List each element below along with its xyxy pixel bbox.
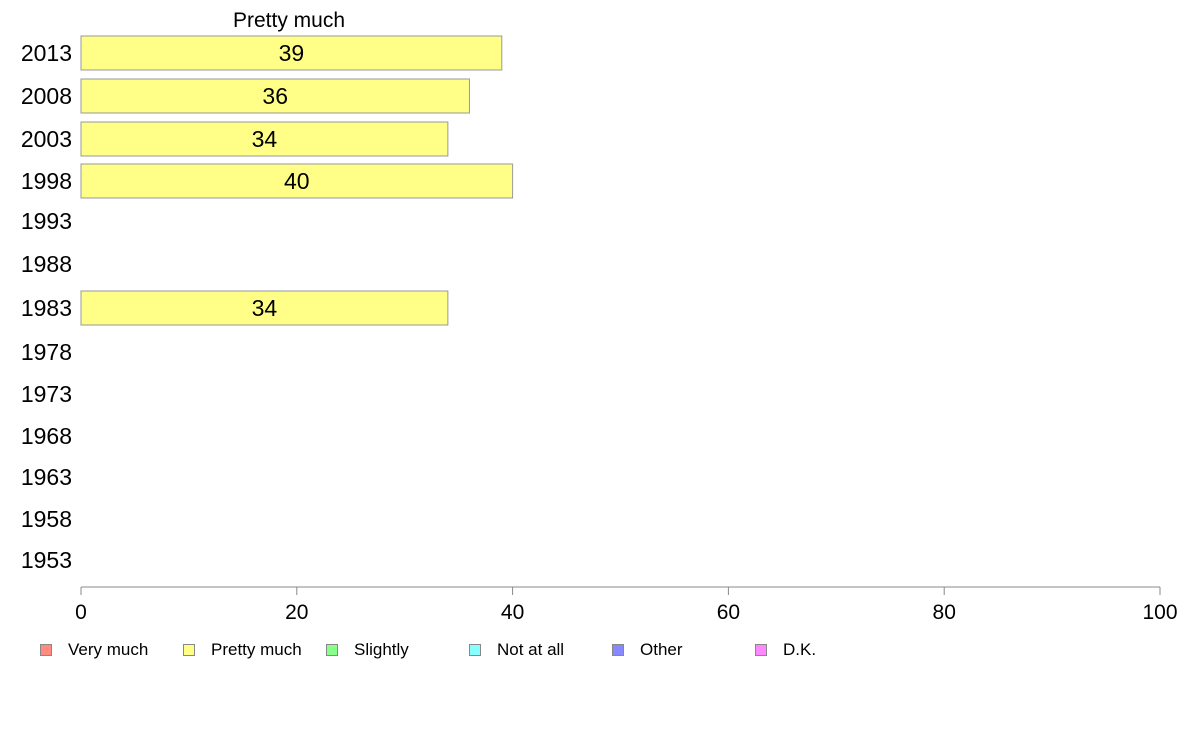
bar bbox=[80, 121, 449, 157]
x-tick-label: 20 bbox=[285, 601, 308, 624]
legend-item-slightly: Slightly bbox=[326, 640, 409, 660]
x-tick-label: 60 bbox=[717, 601, 740, 624]
legend-label: Not at all bbox=[497, 640, 565, 659]
legend-item-pretty-much: Pretty much bbox=[183, 640, 302, 660]
x-tick-label: 0 bbox=[75, 601, 87, 624]
category-label: 1993 bbox=[21, 208, 72, 234]
category-label: 1988 bbox=[21, 251, 72, 277]
bar bbox=[80, 163, 514, 199]
bar bbox=[80, 78, 470, 114]
chart-title: Pretty much bbox=[233, 9, 345, 32]
legend-swatch-other bbox=[612, 644, 624, 656]
bar-value-label: 40 bbox=[284, 168, 310, 194]
legend-swatch-very-much bbox=[40, 644, 52, 656]
legend-swatch-dk bbox=[755, 644, 767, 656]
legend-item-not-at-all: Not at all bbox=[469, 640, 564, 660]
legend-swatch-slightly bbox=[326, 644, 338, 656]
legend-label: Slightly bbox=[354, 640, 409, 659]
category-label: 2013 bbox=[21, 40, 72, 66]
legend-label: Other bbox=[640, 640, 683, 659]
legend-label: D.K. bbox=[783, 640, 817, 659]
category-label: 1958 bbox=[21, 506, 72, 532]
bar-value-label: 34 bbox=[252, 295, 278, 321]
category-label: 1983 bbox=[21, 295, 72, 321]
bars bbox=[80, 35, 514, 326]
legend-swatch-not-at-all bbox=[469, 644, 481, 656]
x-tick-label: 100 bbox=[1142, 601, 1177, 624]
category-label: 1953 bbox=[21, 547, 72, 573]
bar bbox=[80, 35, 503, 71]
x-axis: 0 20 40 60 80 100 bbox=[75, 586, 1178, 624]
x-tick-label: 80 bbox=[933, 601, 956, 624]
category-labels: 2013 2008 2003 1998 1993 1988 1983 1978 1973 1968… bbox=[21, 40, 72, 573]
category-label: 1968 bbox=[21, 423, 72, 449]
legend: Very much Pretty much Slightly Not at al… bbox=[40, 640, 940, 662]
category-label: 2003 bbox=[21, 126, 72, 152]
category-label: 1963 bbox=[21, 464, 72, 490]
legend-item-dk: D.K. bbox=[755, 640, 816, 660]
bar bbox=[80, 290, 449, 326]
category-label: 1978 bbox=[21, 339, 72, 365]
bar-value-label: 36 bbox=[262, 83, 288, 109]
x-tick-label: 40 bbox=[501, 601, 524, 624]
bar-value-label: 39 bbox=[279, 40, 305, 66]
bar-value-label: 34 bbox=[252, 126, 278, 152]
legend-swatch-pretty-much bbox=[183, 644, 195, 656]
legend-label: Very much bbox=[68, 640, 149, 659]
category-label: 1973 bbox=[21, 381, 72, 407]
legend-label: Pretty much bbox=[211, 640, 302, 659]
category-label: 1998 bbox=[21, 168, 72, 194]
category-label: 2008 bbox=[21, 83, 72, 109]
legend-item-very-much: Very much bbox=[40, 640, 148, 660]
legend-item-other: Other bbox=[612, 640, 683, 660]
